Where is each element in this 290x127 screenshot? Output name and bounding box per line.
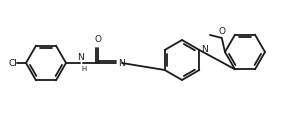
Text: N: N [201, 44, 208, 53]
Text: N: N [77, 53, 84, 62]
Text: Cl: Cl [8, 59, 17, 67]
Text: N: N [118, 59, 125, 67]
Text: O: O [95, 35, 102, 44]
Text: H: H [81, 66, 86, 72]
Text: O: O [218, 27, 226, 36]
